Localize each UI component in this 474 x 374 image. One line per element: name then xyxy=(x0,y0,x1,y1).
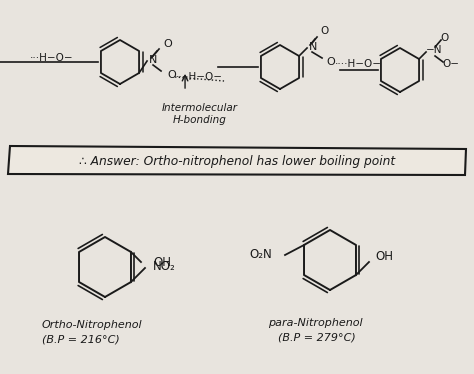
Text: (B.P = 279°C): (B.P = 279°C) xyxy=(278,332,356,342)
Text: Ortho-Nitrophenol: Ortho-Nitrophenol xyxy=(42,320,143,330)
Text: (B.P = 216°C): (B.P = 216°C) xyxy=(42,334,120,344)
Text: N: N xyxy=(149,55,157,65)
Text: O: O xyxy=(440,33,448,43)
Text: OH: OH xyxy=(375,251,393,264)
Text: N: N xyxy=(309,42,318,52)
Text: para-Nitrophenol: para-Nitrophenol xyxy=(268,318,363,328)
Text: NO₂: NO₂ xyxy=(153,260,176,273)
Text: OH: OH xyxy=(153,255,171,269)
Text: O: O xyxy=(320,26,328,36)
Text: O−: O− xyxy=(442,59,459,69)
Text: ···H−O−: ···H−O− xyxy=(30,53,73,63)
Text: O₂N: O₂N xyxy=(249,248,272,261)
Text: O: O xyxy=(326,57,335,67)
Text: H-bonding: H-bonding xyxy=(173,115,227,125)
Text: Intermolecular: Intermolecular xyxy=(162,103,238,113)
Text: ∴ Answer: Ortho-nitrophenol has lower boiling point: ∴ Answer: Ortho-nitrophenol has lower bo… xyxy=(79,154,395,168)
Polygon shape xyxy=(8,146,466,175)
Text: −N: −N xyxy=(426,45,443,55)
Text: O: O xyxy=(163,39,172,49)
Text: O: O xyxy=(167,70,176,80)
Text: ····H−O−: ····H−O− xyxy=(335,59,382,69)
Text: ····H−O−: ····H−O− xyxy=(176,72,223,82)
